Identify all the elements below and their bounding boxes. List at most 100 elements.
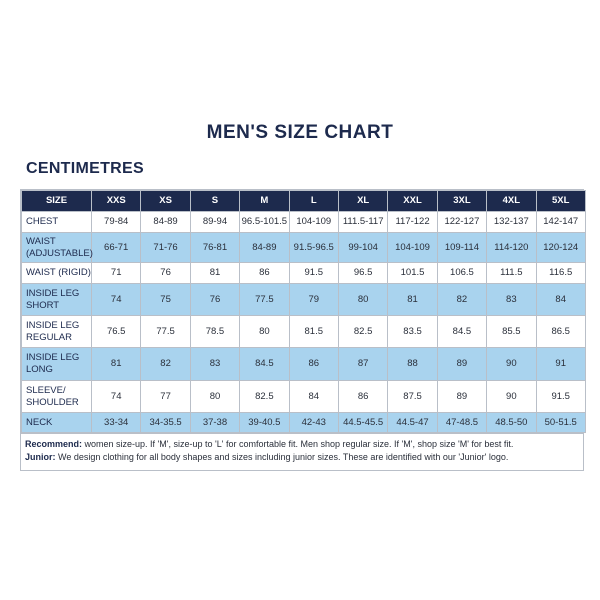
header-cell: XS	[140, 190, 191, 212]
size-chart: SIZE XXS XS S M L XL XXL 3XL 4XL 5XL CHE…	[20, 189, 586, 471]
table-cell: 86	[239, 262, 290, 284]
table-cell: 81	[189, 262, 241, 284]
table-header-row: SIZE XXS XS S M L XL XXL 3XL 4XL 5XL	[21, 190, 586, 212]
table-cell: 76.5	[90, 315, 142, 348]
row-label: WAIST (RIGID)	[21, 262, 92, 284]
table-cell: 79	[288, 283, 339, 316]
table-cell: 42-43	[288, 412, 339, 433]
table-cell: 74	[90, 283, 142, 316]
table-cell: 122-127	[436, 211, 488, 233]
table-cell: 84-89	[239, 232, 290, 263]
table-cell: 142-147	[535, 211, 586, 233]
recommend-note: Recommend: women size-up. If 'M', size-u…	[25, 438, 579, 451]
table-cell: 86	[288, 347, 339, 381]
table-cell: 80	[337, 283, 389, 316]
table-row: WAIST (ADJUSTABLE) 66-71 71-76 76-81 84-…	[21, 232, 586, 263]
junior-label: Junior:	[25, 452, 56, 462]
table-cell: 48.5-50	[486, 412, 537, 433]
table-cell: 91.5	[288, 262, 339, 284]
table-cell: 82	[436, 283, 488, 316]
row-label: CHEST	[21, 211, 92, 233]
table-cell: 82	[140, 347, 191, 381]
table-cell: 77	[140, 380, 191, 413]
table-cell: 116.5	[535, 262, 586, 284]
table-cell: 37-38	[189, 412, 241, 433]
table-cell: 81	[387, 283, 438, 316]
table-cell: 82.5	[337, 315, 389, 348]
table-cell: 44.5-47	[387, 412, 438, 433]
table-cell: 77.5	[239, 283, 290, 316]
table-cell: 34-35.5	[140, 412, 191, 433]
junior-text: We design clothing for all body shapes a…	[55, 452, 509, 462]
table-row: CHEST 79-84 84-89 89-94 96.5-101.5 104-1…	[21, 211, 586, 233]
table-cell: 117-122	[387, 211, 438, 233]
notes-section: Recommend: women size-up. If 'M', size-u…	[21, 433, 583, 470]
recommend-text: women size-up. If 'M', size-up to 'L' fo…	[82, 439, 514, 449]
table-cell: 83	[189, 347, 241, 381]
table-row: NECK 33-34 34-35.5 37-38 39-40.5 42-43 4…	[21, 412, 586, 433]
table-cell: 84	[288, 380, 339, 413]
table-cell: 101.5	[387, 262, 438, 284]
table-cell: 76	[140, 262, 191, 284]
table-cell: 132-137	[486, 211, 537, 233]
row-label: SLEEVE/ SHOULDER	[21, 380, 92, 413]
table-cell: 96.5	[337, 262, 389, 284]
table-cell: 80	[189, 380, 241, 413]
table-cell: 81.5	[288, 315, 339, 348]
table-cell: 88	[387, 347, 438, 381]
table-cell: 71-76	[140, 232, 191, 263]
table-cell: 66-71	[90, 232, 142, 263]
table-row: INSIDE LEG SHORT 74 75 76 77.5 79 80 81 …	[21, 283, 586, 316]
row-label: INSIDE LEG REGULAR	[21, 315, 92, 348]
table-cell: 76	[189, 283, 241, 316]
table-cell: 109-114	[436, 232, 488, 263]
table-cell: 83	[486, 283, 537, 316]
table-cell: 104-109	[387, 232, 438, 263]
table-cell: 85.5	[486, 315, 537, 348]
table-cell: 91.5-96.5	[288, 232, 339, 263]
table-row: WAIST (RIGID) 71 76 81 86 91.5 96.5 101.…	[21, 262, 586, 284]
header-cell: 5XL	[535, 190, 586, 212]
table-cell: 80	[239, 315, 290, 348]
table-cell: 74	[90, 380, 142, 413]
table-cell: 114-120	[486, 232, 537, 263]
table-cell: 111.5-117	[337, 211, 389, 233]
header-cell: XL	[337, 190, 389, 212]
size-table: SIZE XXS XS S M L XL XXL 3XL 4XL 5XL CHE…	[21, 190, 586, 433]
row-label: INSIDE LEG LONG	[21, 347, 92, 381]
recommend-label: Recommend:	[25, 439, 83, 449]
table-cell: 120-124	[535, 232, 586, 263]
table-cell: 86	[337, 380, 389, 413]
table-cell: 81	[90, 347, 142, 381]
table-cell: 84.5	[239, 347, 290, 381]
table-cell: 76-81	[189, 232, 241, 263]
table-cell: 84	[535, 283, 586, 316]
table-cell: 90	[486, 347, 537, 381]
junior-note: Junior: We design clothing for all body …	[25, 451, 579, 464]
table-cell: 89	[436, 347, 488, 381]
table-row: SLEEVE/ SHOULDER 74 77 80 82.5 84 86 87.…	[21, 380, 586, 413]
table-cell: 96.5-101.5	[239, 211, 290, 233]
table-cell: 78.5	[189, 315, 241, 348]
table-cell: 87	[337, 347, 389, 381]
header-cell: M	[239, 190, 290, 212]
table-row: INSIDE LEG LONG 81 82 83 84.5 86 87 88 8…	[21, 347, 586, 381]
units-heading: CENTIMETRES	[26, 160, 144, 177]
table-cell: 89	[436, 380, 488, 413]
table-cell: 79-84	[90, 211, 142, 233]
table-cell: 75	[140, 283, 191, 316]
header-cell: L	[288, 190, 339, 212]
header-cell: S	[189, 190, 241, 212]
table-cell: 99-104	[337, 232, 389, 263]
table-cell: 71	[90, 262, 142, 284]
table-row: INSIDE LEG REGULAR 76.5 77.5 78.5 80 81.…	[21, 315, 586, 348]
table-cell: 84-89	[140, 211, 191, 233]
table-cell: 82.5	[239, 380, 290, 413]
header-cell: XXS	[90, 190, 142, 212]
table-cell: 91	[535, 347, 586, 381]
header-cell: SIZE	[21, 190, 92, 212]
row-label: WAIST (ADJUSTABLE)	[21, 232, 93, 263]
table-cell: 91.5	[535, 380, 586, 413]
table-cell: 104-109	[288, 211, 339, 233]
table-cell: 84.5	[436, 315, 488, 348]
